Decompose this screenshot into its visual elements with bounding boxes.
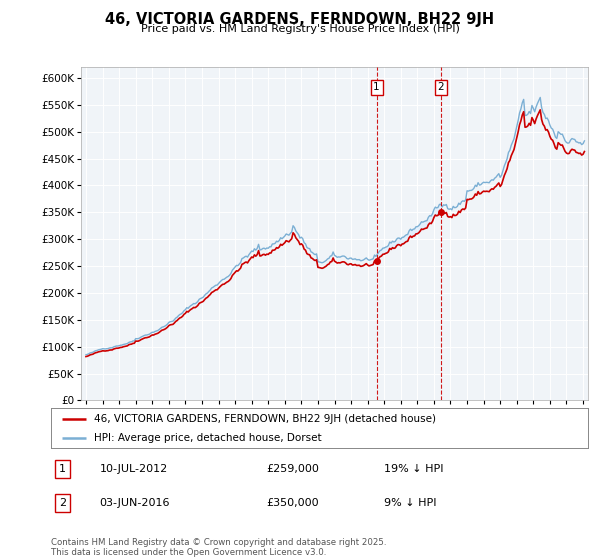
Text: 2: 2 bbox=[437, 82, 444, 92]
Text: 9% ↓ HPI: 9% ↓ HPI bbox=[384, 498, 436, 508]
Text: £259,000: £259,000 bbox=[266, 464, 319, 474]
Text: 19% ↓ HPI: 19% ↓ HPI bbox=[384, 464, 443, 474]
Text: 1: 1 bbox=[59, 464, 66, 474]
Text: 03-JUN-2016: 03-JUN-2016 bbox=[100, 498, 170, 508]
Text: Contains HM Land Registry data © Crown copyright and database right 2025.
This d: Contains HM Land Registry data © Crown c… bbox=[51, 538, 386, 557]
Text: Price paid vs. HM Land Registry's House Price Index (HPI): Price paid vs. HM Land Registry's House … bbox=[140, 24, 460, 34]
Text: 46, VICTORIA GARDENS, FERNDOWN, BH22 9JH: 46, VICTORIA GARDENS, FERNDOWN, BH22 9JH bbox=[106, 12, 494, 27]
Text: £350,000: £350,000 bbox=[266, 498, 319, 508]
Text: 46, VICTORIA GARDENS, FERNDOWN, BH22 9JH (detached house): 46, VICTORIA GARDENS, FERNDOWN, BH22 9JH… bbox=[94, 414, 436, 424]
Text: 1: 1 bbox=[373, 82, 380, 92]
Text: 2: 2 bbox=[59, 498, 66, 508]
Text: HPI: Average price, detached house, Dorset: HPI: Average price, detached house, Dors… bbox=[94, 433, 322, 443]
Text: 10-JUL-2012: 10-JUL-2012 bbox=[100, 464, 167, 474]
